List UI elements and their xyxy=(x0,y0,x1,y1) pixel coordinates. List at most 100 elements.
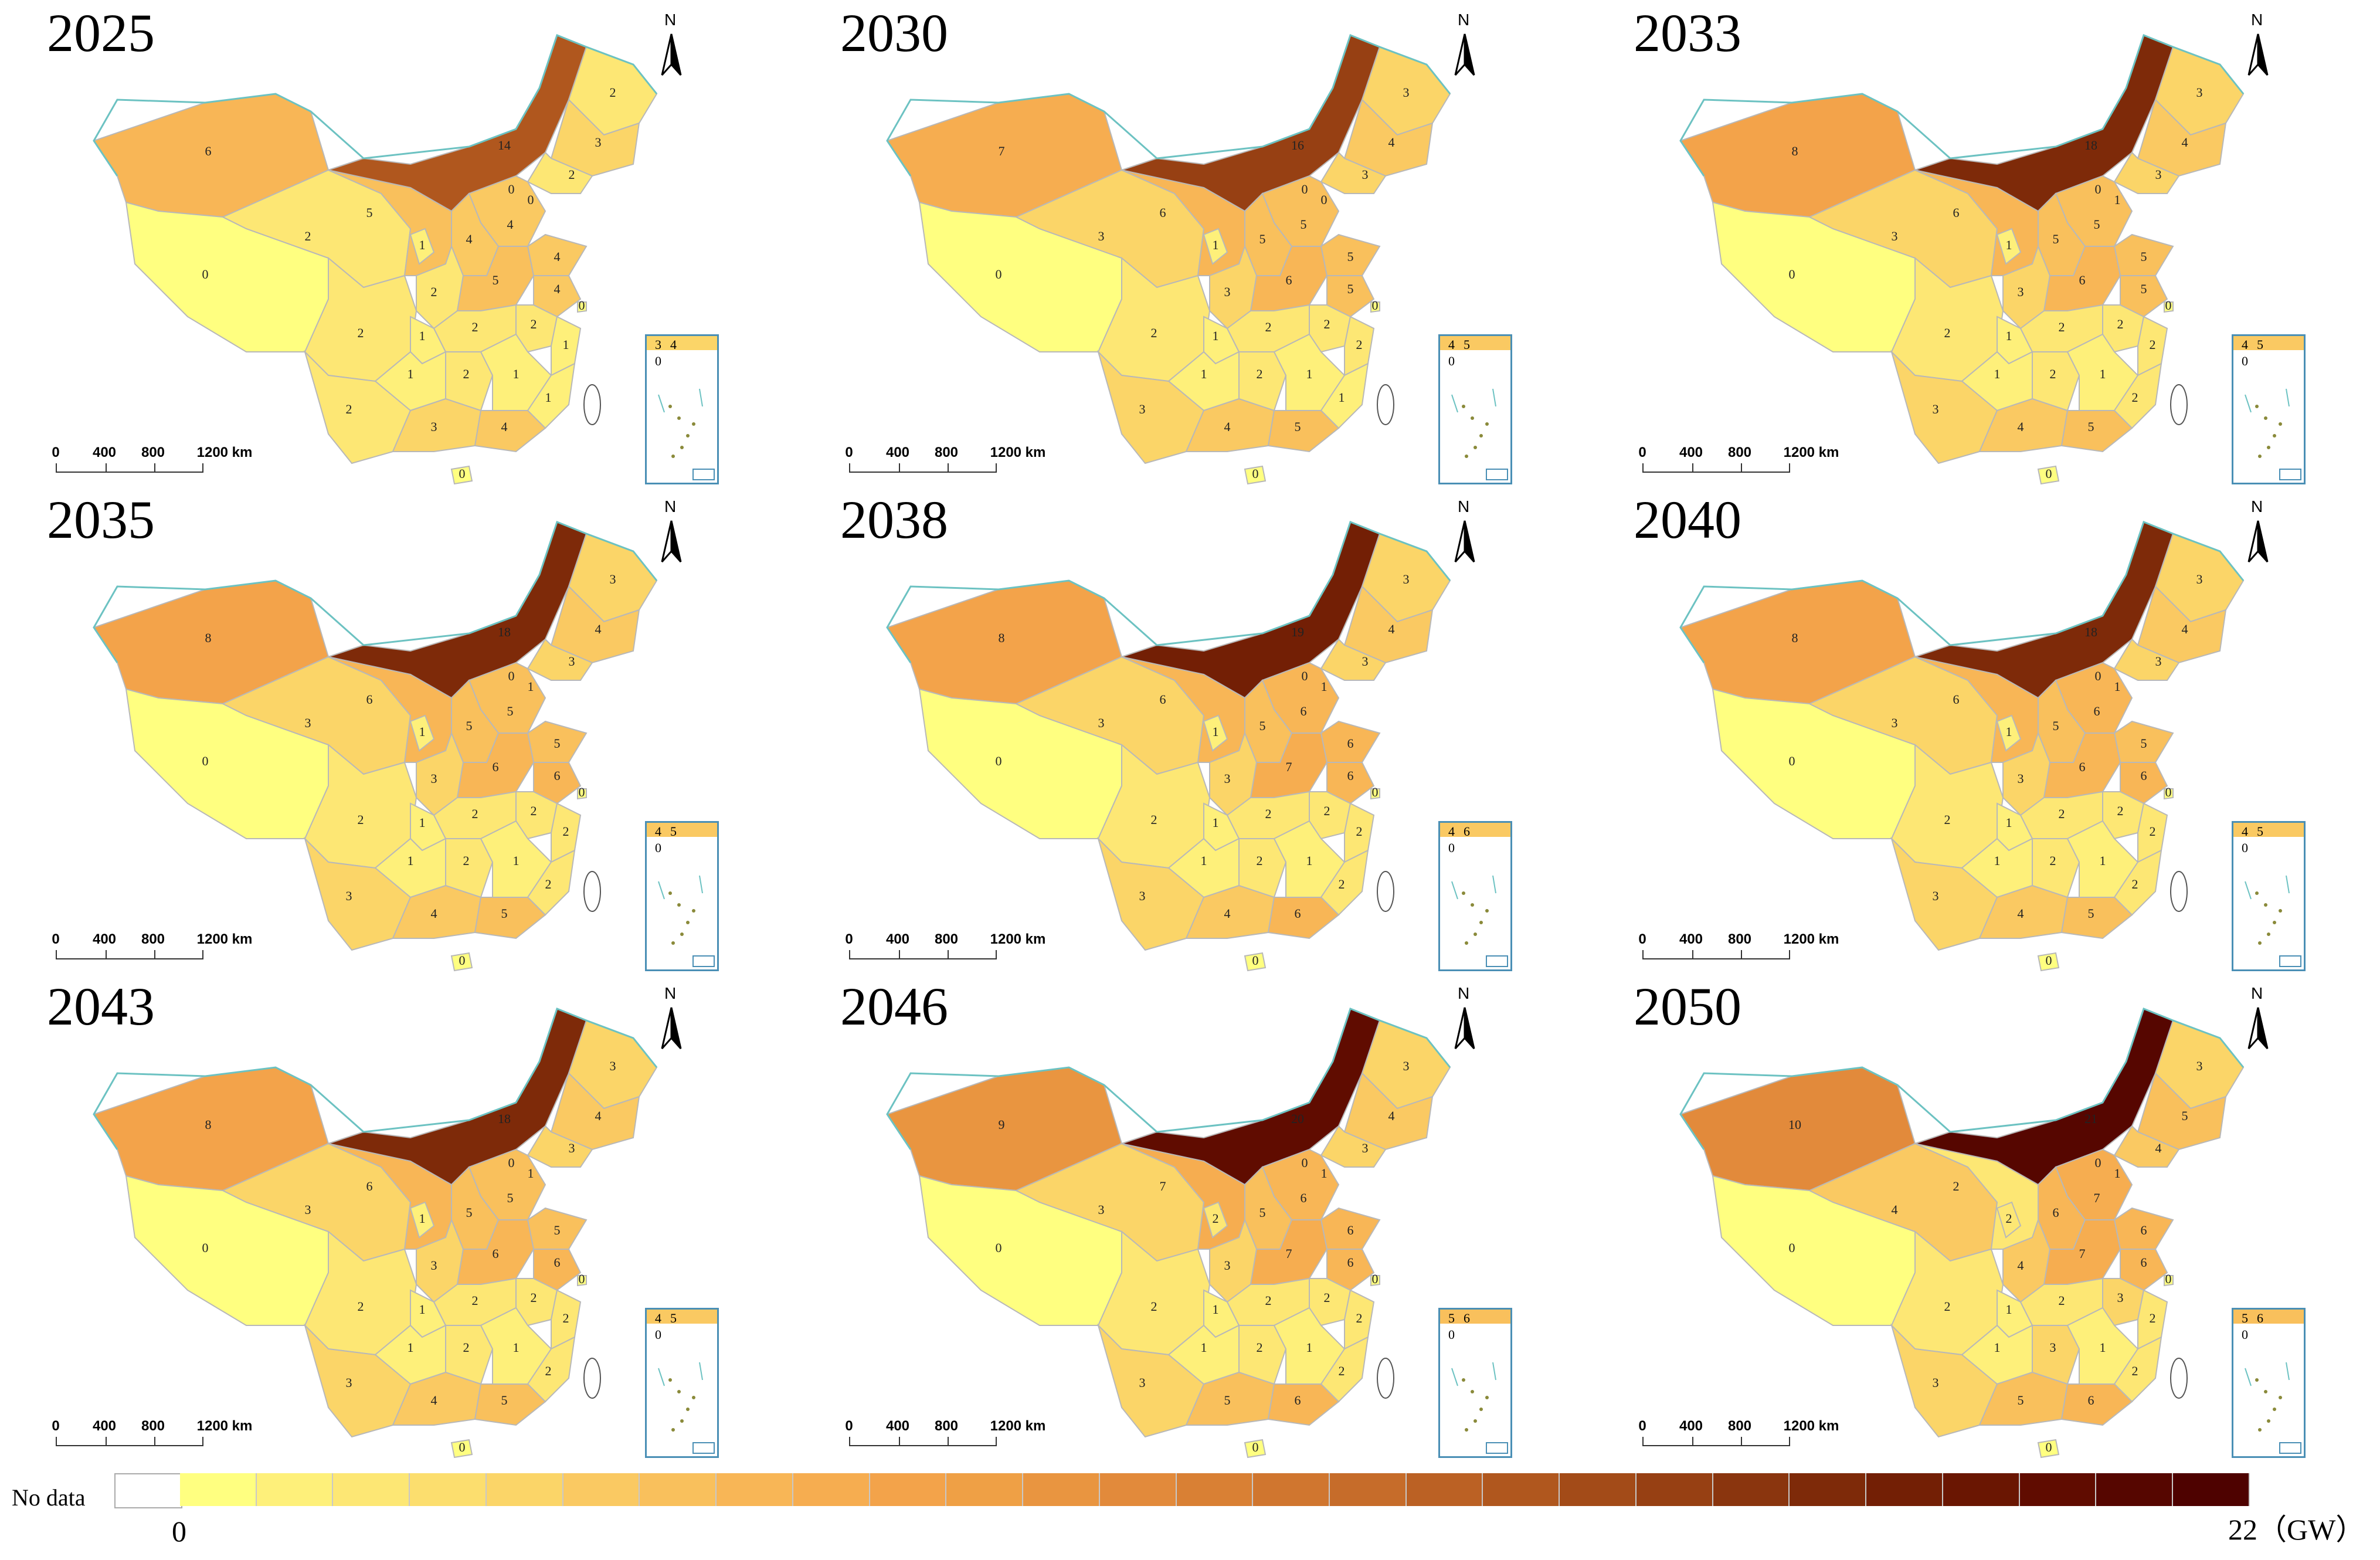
province-hainan xyxy=(1244,1439,1267,1459)
value-label-shanxi: 5 xyxy=(1259,232,1266,246)
north-label: N xyxy=(1458,11,1470,29)
value-label-hubei: 2 xyxy=(472,320,478,334)
value-label-zhejiang: 2 xyxy=(563,1311,569,1325)
value-label-hebei: 5 xyxy=(1301,217,1307,232)
value-label-shandong: 5 xyxy=(554,1223,561,1237)
value-label-jiangsu: 6 xyxy=(2141,1255,2147,1270)
legend-no-data-label: No data xyxy=(12,1484,86,1511)
inset-value-label: 0 xyxy=(1448,1327,1455,1342)
north-label: N xyxy=(664,497,677,516)
inset-value-label: 5 xyxy=(2257,337,2263,352)
scale-tick-label: 0 xyxy=(1638,931,1646,947)
province-hunan xyxy=(445,838,494,898)
value-label-henan: 7 xyxy=(1286,759,1292,774)
inset-value-label: 5 xyxy=(670,1311,677,1325)
scale-tick-label: 400 xyxy=(1679,1418,1703,1434)
value-label-shanghai: 0 xyxy=(2165,1271,2172,1286)
value-label-shanxi: 5 xyxy=(2053,718,2059,733)
province-shanghai xyxy=(2164,788,2174,800)
value-label-chongqing: 1 xyxy=(2006,328,2012,343)
value-label-guizhou: 1 xyxy=(1201,367,1207,381)
value-label-shandong: 5 xyxy=(2141,249,2147,264)
value-label-fujian: 2 xyxy=(1339,877,1345,891)
value-label-jiangsu: 5 xyxy=(2141,282,2147,296)
year-title: 2040 xyxy=(1634,490,1741,550)
north-label: N xyxy=(2251,497,2263,516)
value-label-heilongjiang: 3 xyxy=(2196,1059,2203,1073)
north-label: N xyxy=(1458,984,1470,1002)
year-title: 2025 xyxy=(47,3,155,63)
value-label-shandong: 6 xyxy=(2141,1223,2147,1237)
value-label-neimenggu: 18 xyxy=(2084,138,2097,152)
scale-bar: 0 400 800 1200 km xyxy=(52,445,252,474)
inset-value-label: 3 xyxy=(655,337,661,352)
value-label-gansu: 7 xyxy=(1160,1179,1166,1193)
value-label-hainan: 0 xyxy=(1252,466,1259,481)
value-label-xinjiang: 8 xyxy=(1792,630,1798,645)
scale-tick-label: 400 xyxy=(885,445,910,460)
value-label-neimenggu: 18 xyxy=(2084,625,2097,639)
value-label-gansu: 5 xyxy=(366,205,373,220)
value-label-sichuan: 2 xyxy=(358,325,364,340)
value-label-henan: 7 xyxy=(2079,1246,2086,1261)
value-label-zhejiang: 2 xyxy=(2150,1311,2156,1325)
value-label-shanghai: 0 xyxy=(1372,785,1379,799)
value-label-hebei: 5 xyxy=(2094,217,2100,232)
value-label-jilin: 5 xyxy=(2182,1108,2188,1123)
value-label-jiangsu: 6 xyxy=(1347,768,1354,783)
value-label-henan: 6 xyxy=(1286,273,1292,287)
province-hunan xyxy=(445,1325,494,1385)
value-label-guangxi: 5 xyxy=(1224,1393,1231,1408)
province-zhejiang xyxy=(1344,1289,1375,1350)
legend-color-step xyxy=(1023,1473,1100,1506)
legend-color-ramp xyxy=(180,1473,2250,1506)
value-label-guangdong: 6 xyxy=(1295,906,1301,921)
province-ningxia xyxy=(1203,1201,1228,1239)
value-label-guangxi: 3 xyxy=(431,419,437,434)
province-ningxia xyxy=(1996,714,2022,752)
value-label-hebei: 7 xyxy=(2094,1191,2100,1205)
province-guangdong xyxy=(1267,897,1340,940)
value-label-ningxia: 1 xyxy=(2006,724,2012,739)
value-label-fujian: 1 xyxy=(545,390,552,405)
value-label-gansu: 6 xyxy=(366,1179,373,1193)
value-label-yunnan: 3 xyxy=(1933,888,1939,903)
value-label-yunnan: 3 xyxy=(346,888,352,903)
province-hainan xyxy=(450,1439,473,1459)
inset-value-label: 0 xyxy=(1448,840,1455,855)
scale-tick-label: 0 xyxy=(52,445,60,460)
scale-line xyxy=(849,950,997,959)
value-label-qinghai: 3 xyxy=(305,1202,311,1217)
value-label-jiangxi: 1 xyxy=(513,367,520,381)
value-label-zhejiang: 2 xyxy=(563,824,569,839)
value-label-guizhou: 1 xyxy=(408,367,414,381)
value-label-shaanxi: 2 xyxy=(431,284,437,299)
value-label-yunnan: 2 xyxy=(346,402,352,416)
value-label-heilongjiang: 3 xyxy=(1403,572,1410,586)
inset-value-label: 4 xyxy=(1448,824,1455,839)
value-label-shandong: 6 xyxy=(1347,736,1354,751)
inset-value-label: 4 xyxy=(2242,337,2248,352)
value-label-liaoning: 3 xyxy=(1362,167,1369,182)
value-label-tianjin: 0 xyxy=(528,192,534,207)
value-label-ningxia: 1 xyxy=(1213,724,1219,739)
value-label-anhui: 2 xyxy=(1324,803,1330,818)
value-label-gansu: 6 xyxy=(1160,205,1166,220)
inset-value-label: 6 xyxy=(1464,824,1470,839)
province-ningxia xyxy=(409,228,435,265)
value-label-anhui: 2 xyxy=(1324,1290,1330,1305)
value-label-anhui: 2 xyxy=(2117,317,2124,331)
value-label-shaanxi: 3 xyxy=(1224,771,1231,786)
north-arrow-icon: N xyxy=(1447,497,1482,568)
border-outline xyxy=(93,1008,658,1150)
value-label-shanxi: 6 xyxy=(2053,1205,2059,1220)
value-label-neimenggu: 14 xyxy=(498,138,511,152)
scale-line xyxy=(1642,1437,1790,1446)
scale-tick-label: 0 xyxy=(52,1418,60,1434)
value-label-ningxia: 1 xyxy=(419,238,426,252)
scale-tick-label: 800 xyxy=(934,1418,959,1434)
